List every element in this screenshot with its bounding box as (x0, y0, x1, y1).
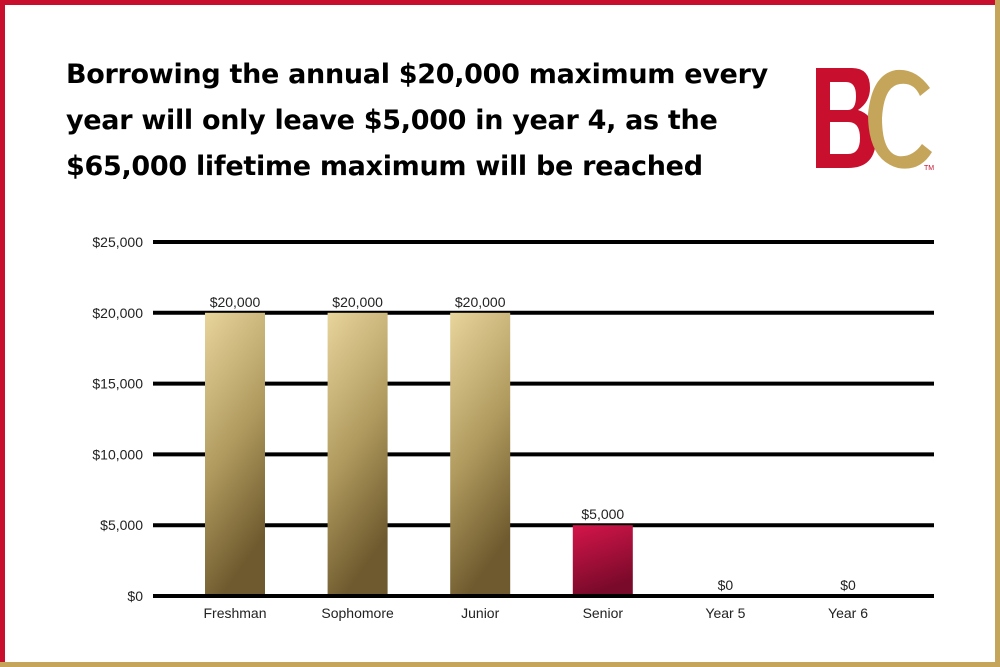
x-category-label: Year 5 (705, 605, 745, 621)
bar-senior (572, 525, 633, 594)
data-label: $0 (840, 577, 856, 593)
bar-sophomore (327, 312, 388, 594)
bars (205, 312, 633, 594)
border-left (0, 0, 5, 667)
svg-text:TM: TM (924, 165, 934, 172)
bar-freshman (205, 312, 265, 594)
labels: $0 $5,000 $10,000 $15,000 $20,000 $25,000 $20,… (92, 234, 868, 621)
border-bottom (0, 662, 1000, 667)
data-label: $20,000 (210, 294, 261, 310)
y-tick-label: $20,000 (92, 305, 143, 321)
gridlines (153, 240, 934, 598)
data-label: $0 (718, 577, 734, 593)
bar-junior (450, 312, 511, 594)
y-tick-label: $0 (127, 588, 143, 604)
y-tick-label: $5,000 (100, 517, 143, 533)
y-tick-label: $25,000 (92, 234, 143, 250)
x-category-label: Junior (461, 605, 499, 621)
x-category-label: Year 6 (828, 605, 868, 621)
x-category-label: Senior (583, 605, 624, 621)
data-label: $20,000 (332, 294, 383, 310)
chart-title: Borrowing the annual $20,000 maximum eve… (66, 59, 768, 182)
x-category-label: Freshman (203, 605, 266, 621)
border-right (995, 0, 1000, 667)
border-top (0, 0, 1000, 5)
y-tick-label: $15,000 (92, 376, 143, 392)
data-label: $5,000 (581, 506, 624, 522)
y-tick-label: $10,000 (92, 446, 143, 462)
data-label: $20,000 (455, 294, 506, 310)
x-category-label: Sophomore (321, 605, 394, 621)
bc-logo: TM (816, 68, 934, 172)
